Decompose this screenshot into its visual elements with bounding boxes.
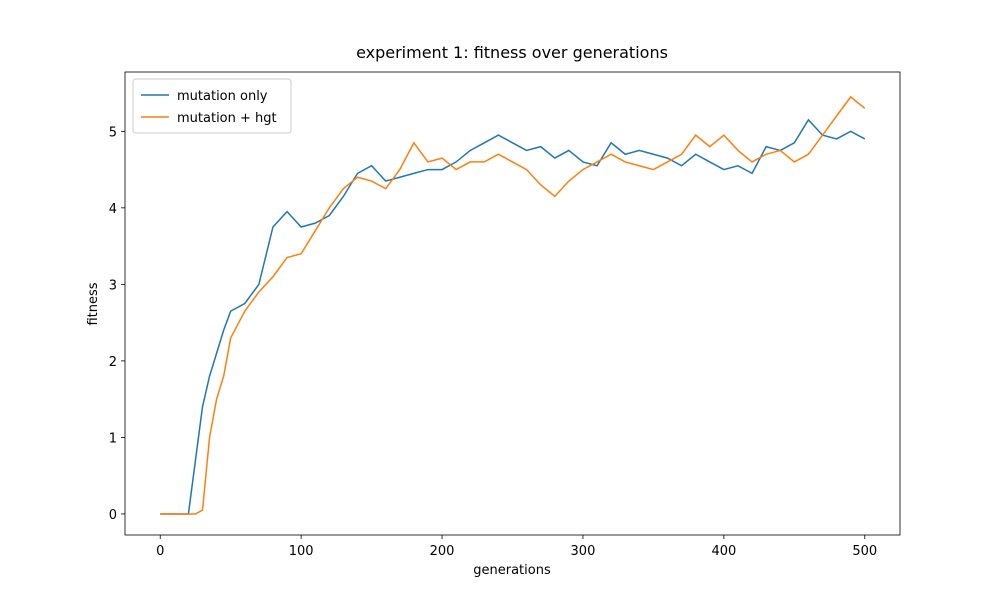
legend: mutation only mutation + hgt (132, 78, 292, 134)
data-line (160, 118, 866, 515)
legend-box (132, 78, 292, 134)
chart-title: experiment 1: fitness over generations (356, 43, 668, 62)
y-axis-label: fitness (86, 282, 101, 325)
y-tick-label: 2 (109, 355, 117, 370)
x-tick-label: 400 (711, 544, 736, 559)
x-tick-label: 100 (289, 544, 314, 559)
y-tick-label: 3 (109, 278, 117, 293)
x-tick-label: 200 (430, 544, 455, 559)
data-line (160, 95, 866, 515)
y-tick-label: 0 (109, 508, 117, 523)
x-axis-label: generations (473, 563, 551, 578)
legend-label: mutation only (177, 89, 268, 104)
legend-label: mutation + hgt (177, 111, 277, 126)
x-tick-label: 500 (852, 544, 877, 559)
y-tick-label: 1 (109, 431, 117, 446)
y-tick-label: 5 (109, 125, 117, 140)
x-tick-label: 0 (156, 544, 164, 559)
y-tick-label: 4 (109, 202, 117, 217)
plot-frame (124, 71, 901, 536)
x-tick-label: 300 (571, 544, 596, 559)
